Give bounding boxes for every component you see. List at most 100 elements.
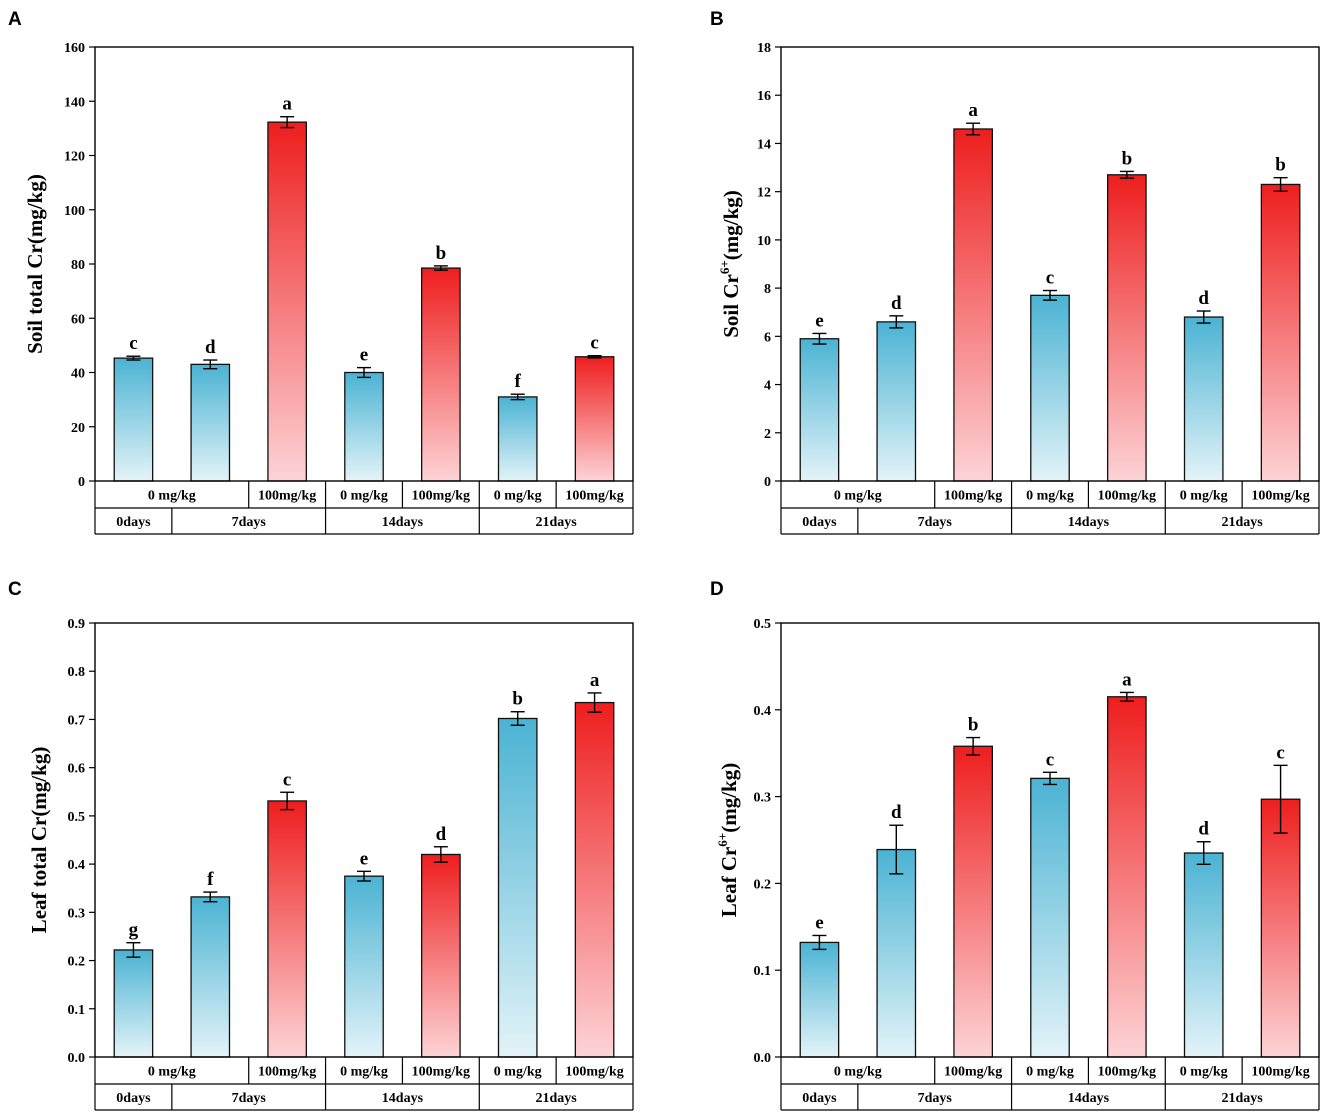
bar-control [113, 357, 154, 482]
concentration-label: 0 mg/kg [148, 489, 196, 504]
panel-letter: A [8, 9, 22, 30]
y-tick-label: 12 [757, 186, 771, 201]
error-bar [357, 366, 371, 379]
bar-treatment [267, 121, 308, 482]
plot-frame [94, 622, 634, 1058]
error-bar [433, 846, 448, 863]
error-bar [280, 116, 295, 129]
significance-label: a [1122, 669, 1132, 690]
category-table: 0 mg/kg 100mg/kg 0 mg/kg 100mg/kg 0 mg/kg 100… [780, 481, 1320, 535]
plot-frame [780, 622, 1320, 1058]
error-bar [1196, 310, 1211, 324]
y-tick-label: 40 [71, 367, 85, 382]
panel-letter: D [710, 579, 724, 600]
bar-control [1183, 316, 1224, 482]
y-tick-label: 0.1 [754, 964, 772, 979]
time-label: 14days [1068, 1091, 1110, 1106]
error-bar [126, 355, 141, 361]
time-label: 21days [536, 1091, 578, 1106]
time-label: 7days [918, 515, 953, 530]
y-tick-label: 8 [764, 282, 771, 297]
significance-label: c [590, 333, 598, 354]
significance-label: c [1046, 268, 1054, 289]
concentration-label: 0 mg/kg [1026, 1065, 1074, 1080]
y-tick-label: 0.5 [68, 810, 86, 825]
significance-label: e [360, 848, 368, 869]
time-label: 14days [382, 1091, 424, 1106]
significance-label: d [891, 293, 902, 314]
bar-control [799, 941, 840, 1058]
y-axis-title: Leaf total Cr(mg/kg) [27, 747, 51, 934]
y-tick-label: 140 [64, 95, 85, 110]
significance-label: b [512, 689, 523, 710]
concentration-label: 100mg/kg [258, 489, 316, 504]
concentration-label: 0 mg/kg [340, 1065, 388, 1080]
error-bar [280, 791, 295, 811]
bar-treatment [953, 128, 994, 482]
y-tick-label: 16 [757, 89, 771, 104]
significance-label: c [283, 769, 291, 790]
error-bar [1043, 289, 1057, 301]
bar-control [344, 875, 384, 1058]
y-tick-label: 80 [71, 258, 85, 273]
error-bar [1273, 176, 1288, 192]
category-table: 0 mg/kg 100mg/kg 0 mg/kg 100mg/kg 0 mg/kg 100… [94, 1057, 634, 1111]
error-bar [203, 359, 218, 370]
concentration-label: 0 mg/kg [340, 489, 388, 504]
y-tick-label: 14 [757, 137, 771, 152]
time-label: 0days [116, 1091, 151, 1106]
significance-label: a [590, 670, 600, 691]
time-label: 7days [918, 1091, 953, 1106]
time-label: 7days [232, 1091, 267, 1106]
concentration-label: 0 mg/kg [494, 1065, 542, 1080]
error-bar [966, 736, 981, 756]
error-bar [889, 824, 904, 875]
error-bar [1196, 841, 1211, 866]
bar-control [190, 896, 231, 1058]
significance-label: a [968, 100, 978, 121]
time-label: 21days [1222, 1091, 1264, 1106]
significance-label: d [1198, 288, 1209, 309]
significance-label: c [129, 333, 137, 354]
y-tick-label: 120 [64, 150, 85, 165]
time-label: 14days [1068, 515, 1110, 530]
error-bar [1119, 691, 1134, 702]
concentration-label: 0 mg/kg [1026, 489, 1074, 504]
error-bar [126, 942, 141, 958]
significance-label: d [1198, 819, 1209, 840]
concentration-label: 100mg/kg [1251, 1065, 1309, 1080]
error-bar [587, 354, 602, 359]
time-label: 21days [1222, 515, 1264, 530]
plot-frame [94, 46, 634, 482]
concentration-label: 100mg/kg [565, 1065, 623, 1080]
y-axis-title: Soil Cr6+(mg/kg) [717, 190, 743, 338]
y-tick-label: 0.8 [68, 665, 86, 680]
time-label: 14days [382, 515, 424, 530]
y-tick-label: 4 [764, 379, 771, 394]
significance-label: g [129, 920, 139, 941]
time-label: 0days [802, 1091, 837, 1106]
bar-treatment [1260, 798, 1301, 1058]
time-label: 7days [232, 515, 267, 530]
y-tick-label: 160 [64, 41, 85, 56]
y-tick-label: 0.2 [68, 955, 86, 970]
concentration-label: 0 mg/kg [834, 1065, 882, 1080]
concentration-label: 0 mg/kg [1180, 1065, 1228, 1080]
y-tick-label: 0.0 [68, 1051, 86, 1066]
bar-control [876, 321, 917, 482]
significance-label: a [282, 94, 292, 115]
significance-label: b [968, 715, 979, 736]
y-tick-label: 0.1 [68, 1003, 86, 1018]
bar-treatment [420, 853, 461, 1058]
time-label: 0days [116, 515, 151, 530]
significance-label: d [205, 337, 216, 358]
error-bar [357, 870, 371, 882]
bar-control [190, 363, 231, 482]
concentration-label: 0 mg/kg [1180, 489, 1228, 504]
error-bar [889, 315, 904, 329]
significance-label: d [891, 802, 902, 823]
y-tick-label: 0.9 [68, 617, 86, 632]
bar-treatment [1106, 174, 1147, 482]
y-axis-title: Soil total Cr(mg/kg) [23, 174, 47, 354]
panel-letter: B [710, 9, 724, 30]
